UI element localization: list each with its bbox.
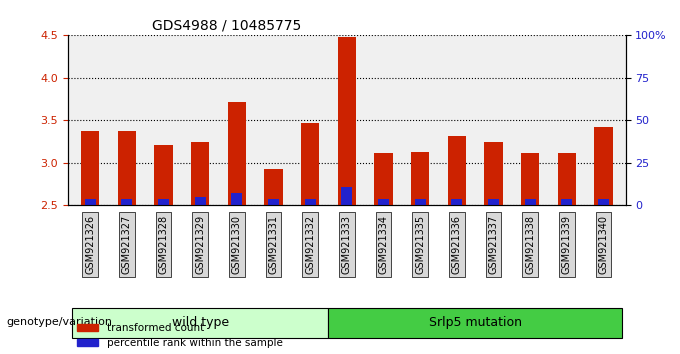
Bar bbox=[265, 169, 283, 205]
Text: genotype/variation: genotype/variation bbox=[7, 317, 113, 327]
Bar bbox=[338, 37, 356, 205]
Legend: transformed count, percentile rank within the sample: transformed count, percentile rank withi… bbox=[73, 319, 286, 352]
Bar bbox=[341, 187, 352, 205]
Bar bbox=[228, 102, 246, 205]
Bar bbox=[447, 136, 466, 205]
Bar bbox=[452, 199, 462, 205]
Bar bbox=[118, 131, 136, 205]
Bar bbox=[525, 199, 536, 205]
FancyBboxPatch shape bbox=[71, 308, 328, 338]
Text: GDS4988 / 10485775: GDS4988 / 10485775 bbox=[152, 19, 301, 33]
Text: Srlp5 mutation: Srlp5 mutation bbox=[428, 316, 522, 329]
Bar bbox=[594, 127, 613, 205]
FancyBboxPatch shape bbox=[328, 308, 622, 338]
Bar bbox=[378, 199, 389, 205]
Bar bbox=[231, 193, 242, 205]
Bar bbox=[598, 199, 609, 205]
Bar bbox=[374, 153, 392, 205]
Bar bbox=[301, 123, 320, 205]
Bar bbox=[521, 153, 539, 205]
Bar bbox=[484, 142, 503, 205]
Bar bbox=[562, 199, 573, 205]
Bar bbox=[121, 199, 132, 205]
Bar bbox=[488, 199, 499, 205]
Bar bbox=[305, 199, 316, 205]
Bar bbox=[191, 142, 209, 205]
Bar bbox=[558, 153, 576, 205]
Bar bbox=[81, 131, 99, 205]
Bar bbox=[194, 197, 205, 205]
Bar bbox=[84, 199, 95, 205]
Bar bbox=[411, 152, 429, 205]
Bar bbox=[415, 199, 426, 205]
Text: wild type: wild type bbox=[171, 316, 228, 329]
Bar bbox=[268, 199, 279, 205]
Bar bbox=[158, 199, 169, 205]
Bar bbox=[154, 145, 173, 205]
